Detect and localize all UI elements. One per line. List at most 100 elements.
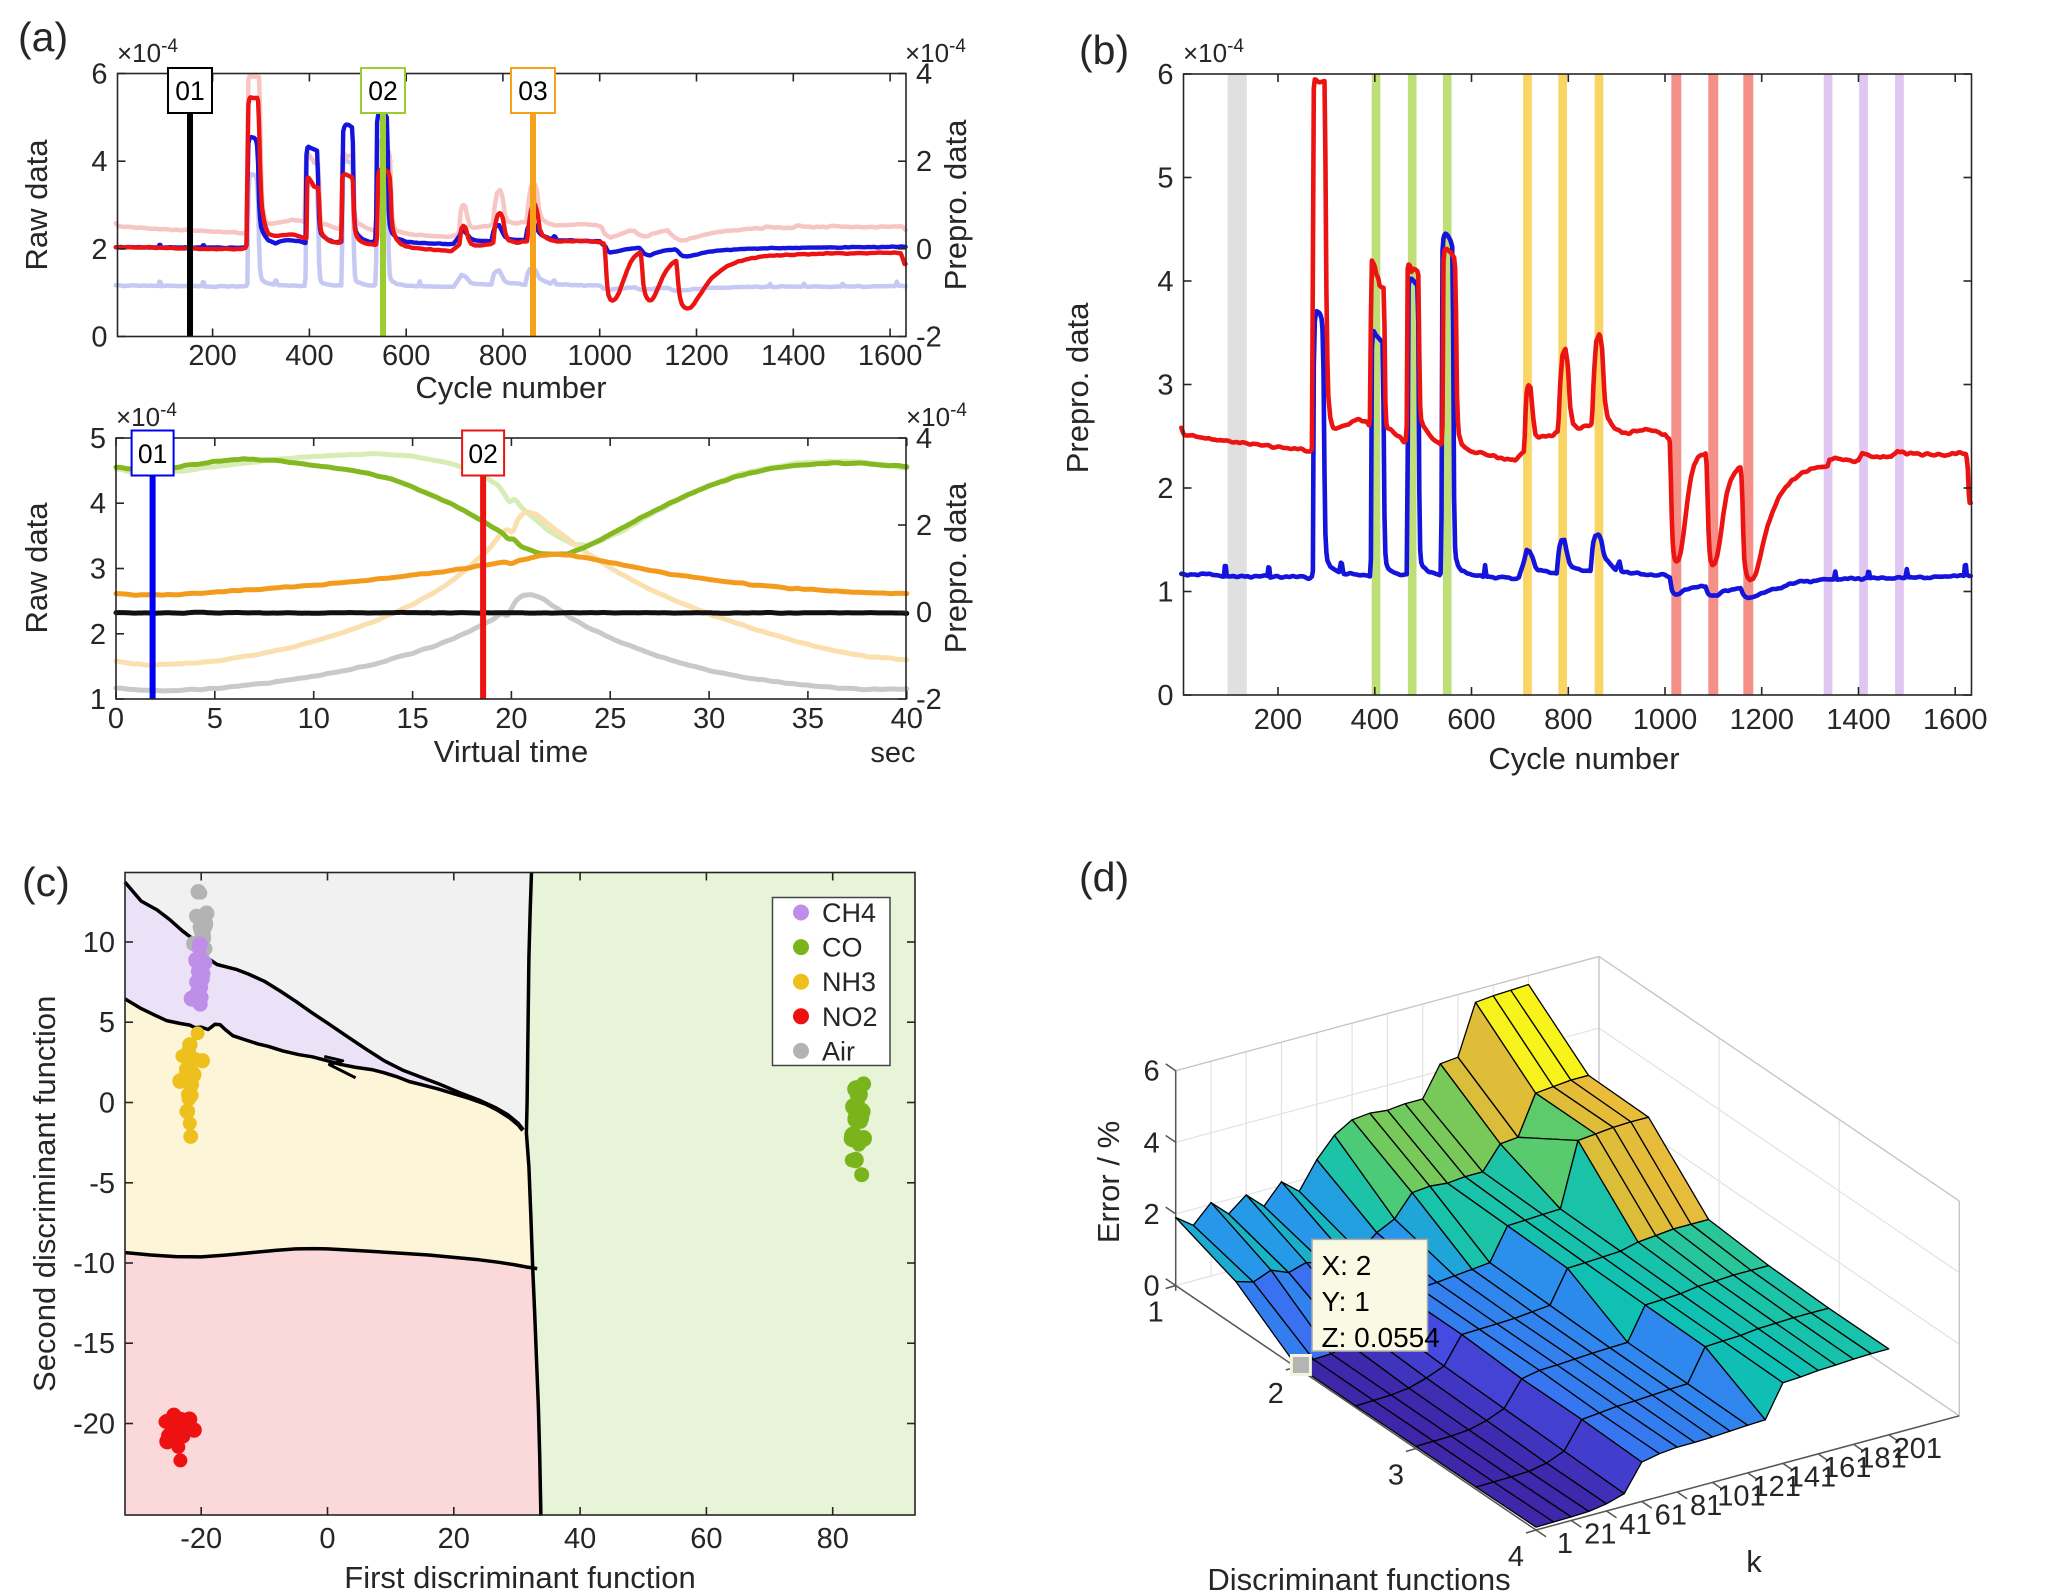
svg-text:4: 4 (1144, 1127, 1160, 1159)
svg-text:Air: Air (822, 1036, 855, 1066)
svg-text:20: 20 (438, 1523, 470, 1555)
svg-text:-2: -2 (916, 684, 942, 716)
svg-text:Error / %: Error / % (1091, 1121, 1126, 1243)
svg-text:0: 0 (91, 322, 107, 354)
svg-text:81: 81 (1690, 1490, 1722, 1522)
svg-text:Cycle number: Cycle number (415, 370, 606, 405)
svg-text:800: 800 (1544, 704, 1592, 736)
svg-text:5: 5 (99, 1007, 115, 1039)
svg-text:0: 0 (916, 597, 932, 629)
svg-text:1200: 1200 (664, 340, 729, 372)
svg-text:30: 30 (693, 703, 725, 735)
svg-text:×10-4: ×10-4 (1183, 36, 1244, 68)
svg-text:-2: -2 (916, 322, 942, 354)
svg-text:0: 0 (1157, 680, 1173, 712)
svg-text:Z: 0.0554: Z: 0.0554 (1322, 1322, 1440, 1353)
svg-text:800: 800 (479, 340, 527, 372)
svg-text:4: 4 (90, 488, 106, 520)
svg-text:4: 4 (916, 59, 932, 91)
svg-text:15: 15 (396, 703, 428, 735)
svg-text:Second discriminant function: Second discriminant function (27, 996, 62, 1392)
svg-text:61: 61 (1655, 1500, 1687, 1532)
svg-text:121: 121 (1753, 1471, 1801, 1503)
svg-text:01: 01 (175, 76, 204, 106)
svg-text:181: 181 (1858, 1442, 1906, 1474)
svg-text:600: 600 (1447, 704, 1495, 736)
svg-text:5: 5 (1157, 163, 1173, 195)
svg-text:25: 25 (594, 703, 626, 735)
svg-text:Virtual time: Virtual time (434, 734, 589, 769)
svg-text:101: 101 (1717, 1480, 1765, 1512)
svg-text:200: 200 (188, 340, 236, 372)
svg-text:10: 10 (83, 927, 115, 959)
svg-text:80: 80 (817, 1523, 849, 1555)
svg-text:2: 2 (916, 146, 932, 178)
svg-text:NO2: NO2 (822, 1002, 878, 1032)
svg-text:01: 01 (138, 439, 167, 469)
svg-text:0: 0 (108, 703, 124, 735)
svg-text:(c): (c) (22, 859, 70, 905)
svg-text:161: 161 (1823, 1452, 1871, 1484)
svg-text:2: 2 (91, 234, 107, 266)
svg-text:6: 6 (1157, 59, 1173, 91)
svg-text:4: 4 (1508, 1541, 1524, 1573)
svg-text:(d): (d) (1079, 854, 1129, 900)
svg-text:Y: 1: Y: 1 (1322, 1286, 1370, 1317)
svg-text:Raw data: Raw data (19, 502, 54, 634)
svg-text:(b): (b) (1079, 27, 1129, 73)
svg-text:4: 4 (916, 423, 932, 455)
svg-text:141: 141 (1788, 1461, 1836, 1493)
svg-text:2: 2 (916, 510, 932, 542)
svg-text:X: 2: X: 2 (1322, 1250, 1372, 1281)
svg-text:2: 2 (1268, 1378, 1284, 1410)
svg-text:1: 1 (1557, 1528, 1573, 1560)
svg-text:4: 4 (91, 146, 107, 178)
svg-text:-5: -5 (89, 1168, 115, 1200)
svg-text:3: 3 (1388, 1460, 1404, 1492)
svg-text:k: k (1746, 1544, 1762, 1579)
svg-text:-20: -20 (180, 1523, 222, 1555)
svg-text:35: 35 (792, 703, 824, 735)
svg-text:3: 3 (1157, 370, 1173, 402)
svg-text:2: 2 (1157, 473, 1173, 505)
svg-text:0: 0 (319, 1523, 335, 1555)
svg-text:Prepro. data: Prepro. data (938, 119, 973, 290)
svg-text:NH3: NH3 (822, 967, 876, 997)
svg-text:1200: 1200 (1729, 704, 1794, 736)
svg-text:1600: 1600 (1923, 704, 1988, 736)
svg-text:1600: 1600 (858, 340, 923, 372)
svg-text:2: 2 (90, 619, 106, 651)
svg-text:sec: sec (870, 737, 915, 769)
svg-text:600: 600 (382, 340, 430, 372)
svg-text:40: 40 (891, 703, 923, 735)
svg-text:1: 1 (1157, 577, 1173, 609)
svg-text:2: 2 (1144, 1199, 1160, 1231)
svg-text:(a): (a) (18, 14, 68, 60)
svg-text:0: 0 (99, 1088, 115, 1120)
svg-text:First discriminant function: First discriminant function (344, 1560, 695, 1593)
svg-text:6: 6 (1144, 1056, 1160, 1088)
svg-text:03: 03 (518, 76, 547, 106)
svg-text:1: 1 (1148, 1297, 1164, 1329)
svg-text:-10: -10 (73, 1248, 115, 1280)
svg-text:4: 4 (1157, 266, 1173, 298)
svg-text:02: 02 (368, 76, 397, 106)
svg-text:-15: -15 (73, 1328, 115, 1360)
svg-text:10: 10 (298, 703, 330, 735)
svg-text:×10-4: ×10-4 (117, 36, 178, 68)
svg-text:201: 201 (1894, 1433, 1942, 1465)
svg-text:1400: 1400 (1826, 704, 1891, 736)
svg-text:×10-4: ×10-4 (116, 400, 177, 432)
svg-text:1: 1 (90, 684, 106, 716)
svg-text:400: 400 (285, 340, 333, 372)
svg-text:5: 5 (207, 703, 223, 735)
svg-text:Cycle number: Cycle number (1488, 741, 1679, 776)
svg-text:CO: CO (822, 933, 863, 963)
svg-text:5: 5 (90, 423, 106, 455)
svg-text:Discriminant functions: Discriminant functions (1207, 1562, 1510, 1593)
svg-text:0: 0 (1144, 1271, 1160, 1303)
svg-text:1400: 1400 (761, 340, 826, 372)
svg-text:Prepro. data: Prepro. data (1060, 302, 1095, 473)
svg-text:40: 40 (564, 1523, 596, 1555)
svg-text:400: 400 (1351, 704, 1399, 736)
